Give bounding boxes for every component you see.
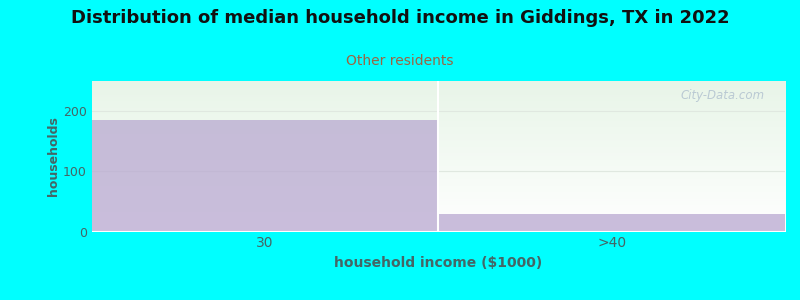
- Y-axis label: households: households: [47, 116, 60, 196]
- Bar: [438, 214, 785, 232]
- Text: Other residents: Other residents: [346, 54, 454, 68]
- Text: Distribution of median household income in Giddings, TX in 2022: Distribution of median household income …: [70, 9, 730, 27]
- X-axis label: household income ($1000): household income ($1000): [334, 256, 542, 270]
- Bar: [91, 120, 438, 232]
- Text: City-Data.com: City-Data.com: [680, 88, 764, 101]
